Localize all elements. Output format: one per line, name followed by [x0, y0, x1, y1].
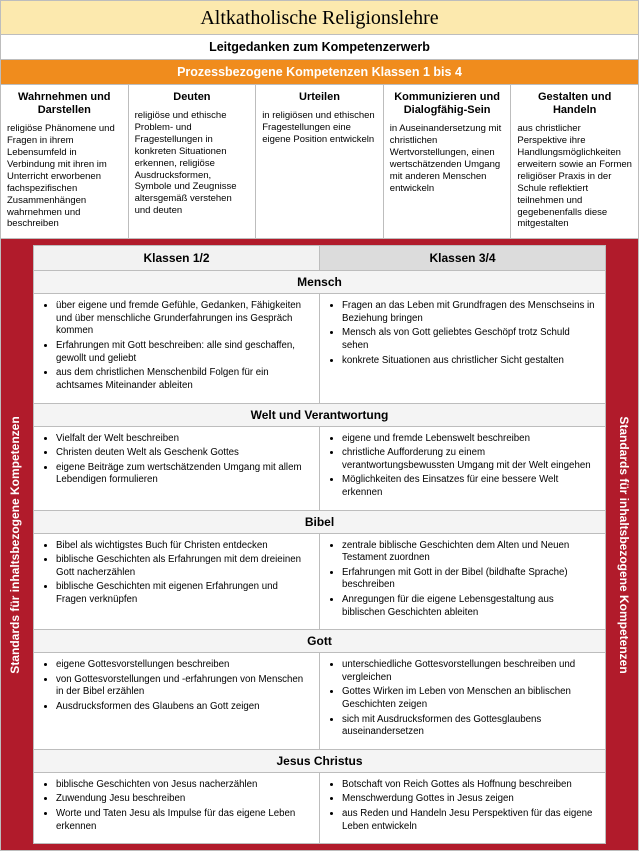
bullet-list: eigene Gottesvorstellungen beschreiben vo… — [42, 659, 311, 713]
bullet-item: Erfahrungen mit Gott beschreiben: alle s… — [56, 340, 311, 365]
bullet-list: biblische Geschichten von Jesus nacherzä… — [42, 779, 311, 833]
process-cell-body: aus christlicher Perspektive ihre Handlu… — [517, 123, 632, 230]
topic-header: Gott — [33, 630, 606, 653]
bullet-list: über eigene und fremde Gefühle, Gedanken… — [42, 300, 311, 392]
process-cell-head: Kommunizieren und Dialogfähig-Sein — [390, 91, 505, 117]
topic-cell-left: Bibel als wichtigstes Buch für Christen … — [33, 534, 319, 631]
curriculum-page: Altkatholische Religionslehre Leitgedank… — [0, 0, 639, 851]
topic-cell-right: eigene und fremde Lebenswelt beschreiben… — [319, 427, 606, 511]
topic-header: Bibel — [33, 511, 606, 534]
bullet-list: unterschiedliche Gottesvorstellungen bes… — [328, 659, 597, 739]
bullet-item: biblische Geschichten mit eigenen Erfahr… — [56, 581, 311, 606]
topic-header: Jesus Christus — [33, 750, 606, 773]
bullet-item: sich mit Ausdrucksformen des Gottesglaub… — [342, 714, 597, 739]
bullet-list: Fragen an das Leben mit Grundfragen des … — [328, 300, 597, 367]
bullet-list: Bibel als wichtigstes Buch für Christen … — [42, 540, 311, 607]
topic-cell-right: Fragen an das Leben mit Grundfragen des … — [319, 294, 606, 403]
topic-cell-right: Botschaft von Reich Gottes als Hoffnung … — [319, 773, 606, 844]
bullet-item: Möglichkeiten des Einsatzes für eine bes… — [342, 474, 597, 499]
bullet-item: eigene Gottesvorstellungen beschreiben — [56, 659, 311, 672]
bullet-item: Gottes Wirken im Leben von Menschen an b… — [342, 686, 597, 711]
bullet-item: christliche Aufforderung zu einem verant… — [342, 447, 597, 472]
bullet-list: Vielfalt der Welt beschreibenChristen de… — [42, 433, 311, 487]
topic-row: Bibel als wichtigstes Buch für Christen … — [33, 534, 606, 631]
bullet-item: Ausdrucksformen des Glaubens an Gott zei… — [56, 701, 311, 714]
topic-row: eigene Gottesvorstellungen beschreiben vo… — [33, 653, 606, 750]
process-cell: Kommunizieren und Dialogfähig-Sein in Aus… — [384, 85, 512, 238]
bullet-item: Vielfalt der Welt beschreiben — [56, 433, 311, 446]
process-cell-head: Deuten — [135, 91, 250, 104]
process-cell: Wahrnehmen und Darstellen religiöse Phäno… — [1, 85, 129, 238]
left-side-label: Standards für inhaltsbezogene Kompetenze… — [1, 239, 29, 850]
side-label-text: Standards für inhaltsbezogene Kompetenze… — [617, 416, 631, 673]
bullet-item: Fragen an das Leben mit Grundfragen des … — [342, 300, 597, 325]
bullet-item: eigene und fremde Lebenswelt beschreiben — [342, 433, 597, 446]
topic-cell-right: zentrale biblische Geschichten dem Alten… — [319, 534, 606, 631]
topic-row: Vielfalt der Welt beschreibenChristen de… — [33, 427, 606, 511]
subtitle: Leitgedanken zum Kompetenzerwerb — [1, 35, 638, 60]
bullet-item: Anregungen für die eigene Lebensgestaltu… — [342, 594, 597, 619]
bullet-item: eigene Beiträge zum wertschätzenden Umga… — [56, 462, 311, 487]
page-title: Altkatholische Religionslehre — [1, 1, 638, 35]
bullet-item: Christen deuten Welt als Geschenk Gottes — [56, 447, 311, 460]
process-cell-head: Urteilen — [262, 91, 377, 104]
bullet-item: Bibel als wichtigstes Buch für Christen … — [56, 540, 311, 553]
bullet-item: aus dem christlichen Menschenbild Folgen… — [56, 367, 311, 392]
standards-center: Klassen 1/2 Klassen 3/4 Mensch über eigen… — [29, 239, 610, 850]
process-cell: Deuten religiöse und ethische Problem- un… — [129, 85, 257, 238]
bullet-item: von Gottesvorstellungen und -erfahrungen… — [56, 674, 311, 699]
bullet-item: über eigene und fremde Gefühle, Gedanken… — [56, 300, 311, 338]
topic-row: über eigene und fremde Gefühle, Gedanken… — [33, 294, 606, 403]
bullet-item: biblische Geschichten von Jesus nacherzä… — [56, 779, 311, 792]
bullet-item: Zuwendung Jesu beschreiben — [56, 793, 311, 806]
topic-header: Mensch — [33, 271, 606, 294]
bullet-item: zentrale biblische Geschichten dem Alten… — [342, 540, 597, 565]
process-competencies-row: Wahrnehmen und Darstellen religiöse Phäno… — [1, 85, 638, 239]
topic-cell-left: eigene Gottesvorstellungen beschreiben vo… — [33, 653, 319, 750]
class-12-header: Klassen 1/2 — [33, 245, 319, 271]
process-cell-head: Gestalten und Handeln — [517, 91, 632, 117]
process-cell-body: religiöse und ethische Problem- und Frag… — [135, 110, 250, 217]
process-competencies-header: Prozessbezogene Kompetenzen Klassen 1 bi… — [1, 60, 638, 85]
process-cell-head: Wahrnehmen und Darstellen — [7, 91, 122, 117]
process-cell-body: religiöse Phänomene und Fragen in ihrem … — [7, 123, 122, 230]
bullet-item: Worte und Taten Jesu als Impulse für das… — [56, 808, 311, 833]
bullet-item: unterschiedliche Gottesvorstellungen bes… — [342, 659, 597, 684]
class-34-header: Klassen 3/4 — [319, 245, 606, 271]
bullet-item: aus Reden und Handeln Jesu Perspektiven … — [342, 808, 597, 833]
topic-row: biblische Geschichten von Jesus nacherzä… — [33, 773, 606, 844]
bullet-item: Menschwerdung Gottes in Jesus zeigen — [342, 793, 597, 806]
bullet-item: konkrete Situationen aus christlicher Si… — [342, 355, 597, 368]
process-cell: Urteilen in religiösen und ethischen Frag… — [256, 85, 384, 238]
bullet-list: eigene und fremde Lebenswelt beschreiben… — [328, 433, 597, 500]
bullet-item: Mensch als von Gott geliebtes Geschöpf t… — [342, 327, 597, 352]
topic-cell-left: biblische Geschichten von Jesus nacherzä… — [33, 773, 319, 844]
bullet-list: zentrale biblische Geschichten dem Alten… — [328, 540, 597, 620]
bullet-item: Erfahrungen mit Gott in der Bibel (bildh… — [342, 567, 597, 592]
right-side-label: Standards für inhaltsbezogene Kompetenze… — [610, 239, 638, 850]
bullet-item: biblische Geschichten als Erfahrungen mi… — [56, 554, 311, 579]
topic-header: Welt und Verantwortung — [33, 404, 606, 427]
topic-cell-left: über eigene und fremde Gefühle, Gedanken… — [33, 294, 319, 403]
topic-cell-left: Vielfalt der Welt beschreibenChristen de… — [33, 427, 319, 511]
class-header-row: Klassen 1/2 Klassen 3/4 — [33, 245, 606, 271]
bullet-list: Botschaft von Reich Gottes als Hoffnung … — [328, 779, 597, 833]
side-label-text: Standards für inhaltsbezogene Kompetenze… — [8, 416, 22, 673]
process-cell-body: in Auseinandersetzung mit christlichen W… — [390, 123, 505, 194]
process-cell: Gestalten und Handeln aus christlicher Pe… — [511, 85, 638, 238]
bullet-item: Botschaft von Reich Gottes als Hoffnung … — [342, 779, 597, 792]
process-cell-body: in religiösen und ethischen Fragestellun… — [262, 110, 377, 146]
topic-cell-right: unterschiedliche Gottesvorstellungen bes… — [319, 653, 606, 750]
standards-section: Standards für inhaltsbezogene Kompetenze… — [1, 239, 638, 850]
